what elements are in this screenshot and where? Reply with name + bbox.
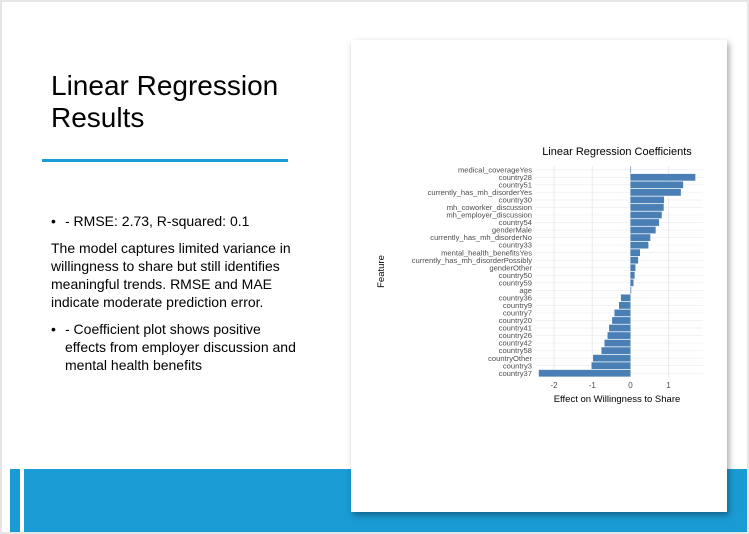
x-axis-label: Effect on Willingness to Share [554,394,681,405]
category-label: country58 [499,346,532,355]
coefficient-chart: medical_coverageYescountry28country51cur… [376,146,703,405]
chart-image: medical_coverageYes country28 country51 cur… [351,40,727,512]
category-label: currently_has_mh_disorderNo [430,233,532,242]
bar-age [630,286,632,294]
bullet-icon: • [51,321,56,337]
bar-country7 [614,309,631,317]
bullet-text-coefficients: - Coefficient plot shows positive effect… [65,321,296,373]
category-label: country33 [499,241,532,250]
x-tick-label: 0 [628,381,633,390]
category-label: genderMale [492,226,532,235]
category-label: age [519,286,532,295]
title-line-1: Linear Regression [51,70,279,101]
category-label: country7 [503,309,532,318]
title-line-2: Results [51,102,145,133]
category-label: mh_coworker_discussion [447,203,532,212]
bar-country59 [630,279,634,287]
bar-country37 [538,369,631,377]
category-label: country30 [499,196,532,205]
category-label: countryOther [488,354,532,363]
category-label: country41 [499,324,532,333]
bullet-icon: • [51,213,56,229]
category-label: country50 [499,271,532,280]
category-label: country54 [499,218,532,227]
bar-country28 [630,173,696,181]
title-underline [42,159,288,162]
bullet-item: • - Coefficient plot shows positive effe… [51,320,301,374]
category-label: medical_coverageYes [458,165,532,174]
bar-country3 [591,362,631,370]
bar-country26 [607,332,631,339]
category-label: country26 [499,331,532,340]
bar-country36 [620,294,631,302]
category-label: country37 [499,369,532,378]
bar-mh_employer_discussion [630,211,662,219]
bar-country30 [630,196,665,204]
bar-country50 [630,271,635,279]
bar-genderOther [630,264,636,272]
category-label: mental_health_benefitsYes [441,248,532,257]
bar-country58 [601,347,631,355]
x-tick-label: -2 [551,381,559,390]
bar-currently_has_mh_disorderPossibly [630,256,639,264]
category-label: country20 [499,316,532,325]
bar-country41 [609,324,631,332]
category-label: country3 [503,361,532,370]
bar-mh_coworker_discussion [630,204,664,211]
bullet-text-rmse: - RMSE: 2.73, R-squared: 0.1 [65,213,250,229]
content-body: • - RMSE: 2.73, R-squared: 0.1 The model… [51,212,301,383]
category-label: currently_has_mh_disorderPossibly [412,256,532,265]
bar-mental_health_benefitsYes [630,249,640,257]
x-tick-label: -1 [589,381,597,390]
bullet-item: • - RMSE: 2.73, R-squared: 0.1 [51,212,301,230]
bar-country42 [604,339,631,347]
bar-currently_has_mh_disorderYes [630,188,681,196]
bar-genderMale [630,226,656,234]
bar-country54 [630,219,660,226]
category-label: country59 [499,278,532,287]
x-tick-label: 1 [666,381,671,390]
category-label: genderOther [489,263,532,272]
bar-country9 [619,302,631,309]
y-axis-label: Feature [376,255,387,288]
footer-stripe [10,469,20,532]
bar-currently_has_mh_disorderNo [630,234,651,241]
category-label: country9 [503,301,532,310]
bar-medical_coverageYes [630,166,632,174]
category-label: country51 [499,180,532,189]
bar-country33 [630,241,649,249]
body-paragraph: The model captures limited variance in w… [51,240,291,310]
slide-title: Linear Regression Results [51,70,351,134]
bar-countryOther [593,354,631,362]
category-label: country42 [499,339,532,348]
chart-title: Linear Regression Coefficients [542,146,692,158]
category-label: country36 [499,293,532,302]
category-label: country28 [499,173,532,182]
bar-country20 [612,317,631,324]
bar-country51 [630,181,684,189]
category-label: mh_employer_discussion [446,211,532,220]
category-label: currently_has_mh_disorderYes [428,188,533,197]
